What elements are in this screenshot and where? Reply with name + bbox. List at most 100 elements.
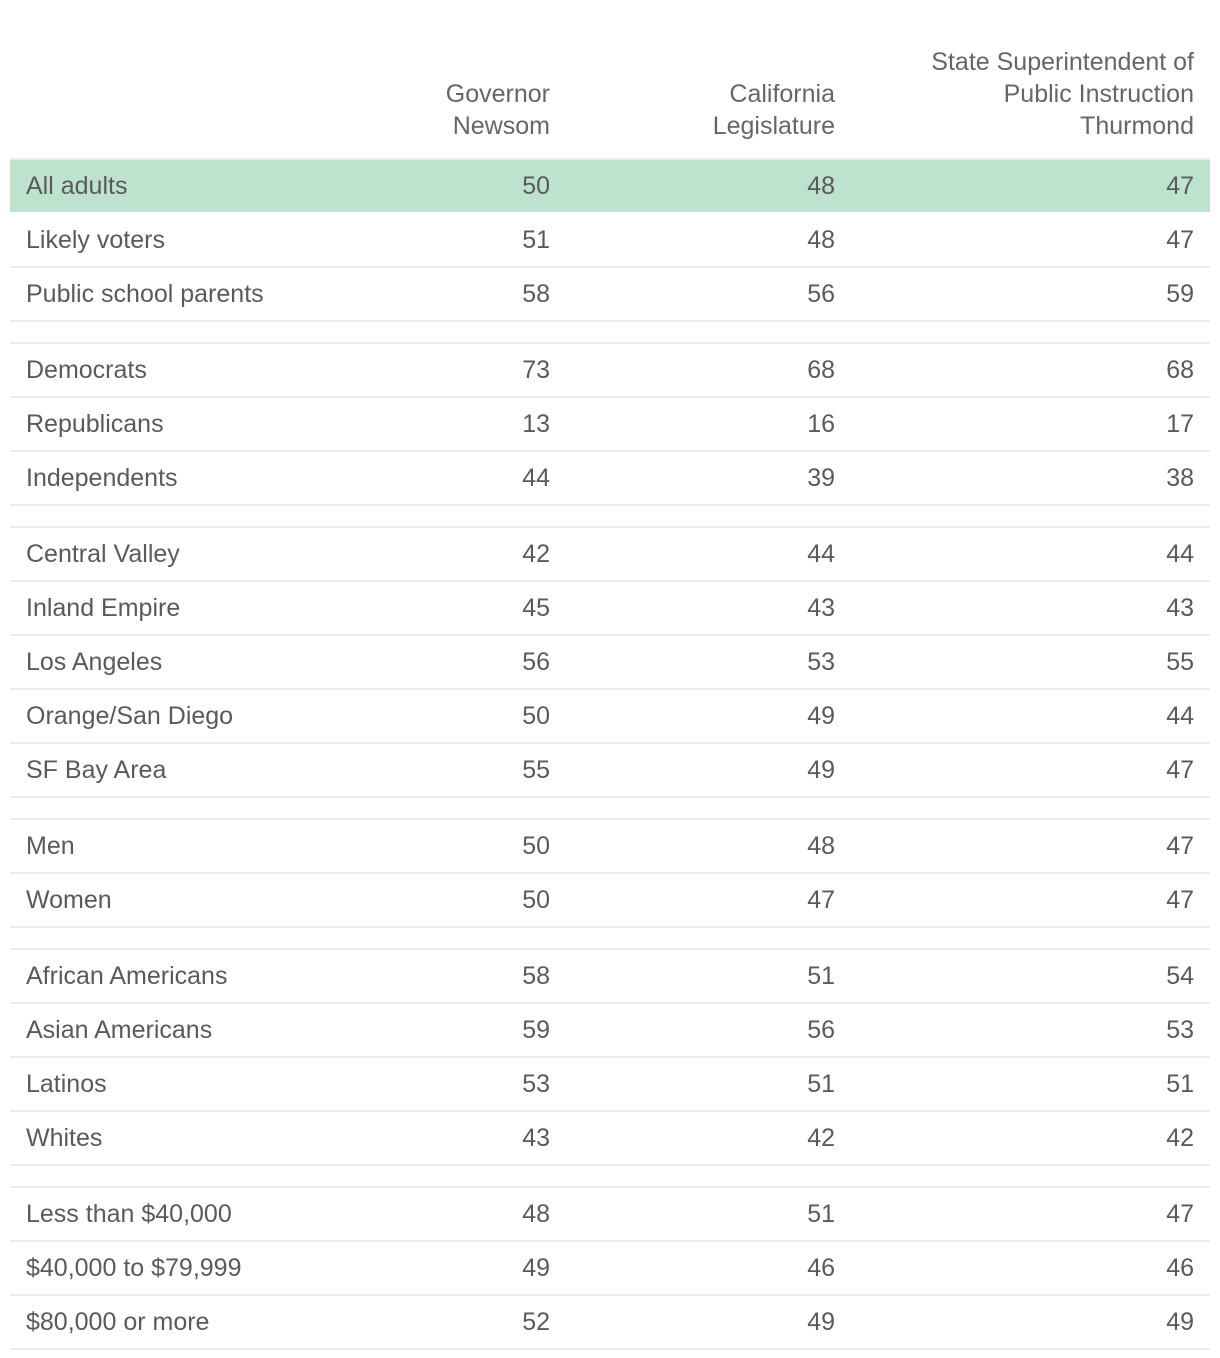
value-superintendent-thurmond: 54 — [1166, 962, 1194, 990]
table-row: Central Valley 42 44 44 — [10, 526, 1210, 582]
value-superintendent-thurmond: 55 — [1166, 648, 1194, 676]
value-california-legislature: 46 — [807, 1254, 835, 1282]
row-label: Whites — [26, 1124, 103, 1152]
row-label: Likely voters — [26, 226, 165, 254]
value-governor-newsom: 43 — [522, 1124, 550, 1152]
value-california-legislature: 48 — [807, 226, 835, 254]
row-label: $40,000 to $79,999 — [26, 1254, 242, 1282]
table-row: Republicans 13 16 17 — [10, 398, 1210, 452]
value-superintendent-thurmond: 47 — [1166, 756, 1194, 784]
column-header-superintendent-thurmond: State Superintendent of Public Instructi… — [931, 48, 1194, 140]
row-label: Men — [26, 832, 75, 860]
row-label: Latinos — [26, 1070, 107, 1098]
value-superintendent-thurmond: 59 — [1166, 280, 1194, 308]
row-label: Republicans — [26, 410, 164, 438]
value-governor-newsom: 50 — [522, 832, 550, 860]
value-superintendent-thurmond: 53 — [1166, 1016, 1194, 1044]
value-california-legislature: 39 — [807, 464, 835, 492]
table-row: Inland Empire 45 43 43 — [10, 582, 1210, 636]
value-california-legislature: 49 — [807, 756, 835, 784]
value-superintendent-thurmond: 47 — [1166, 226, 1194, 254]
value-superintendent-thurmond: 17 — [1166, 410, 1194, 438]
row-label: Public school parents — [26, 280, 264, 308]
value-governor-newsom: 59 — [522, 1016, 550, 1044]
value-governor-newsom: 45 — [522, 594, 550, 622]
value-california-legislature: 51 — [807, 1200, 835, 1228]
value-governor-newsom: 58 — [522, 280, 550, 308]
value-governor-newsom: 55 — [522, 756, 550, 784]
table-row: All adults 50 48 47 — [10, 160, 1210, 214]
table-row: African Americans 58 51 54 — [10, 948, 1210, 1004]
table-row: Likely voters 51 48 47 — [10, 214, 1210, 268]
row-label: Central Valley — [26, 540, 180, 568]
table-row: Whites 43 42 42 — [10, 1112, 1210, 1166]
value-superintendent-thurmond: 47 — [1166, 886, 1194, 914]
value-california-legislature: 53 — [807, 648, 835, 676]
value-california-legislature: 51 — [807, 1070, 835, 1098]
value-superintendent-thurmond: 68 — [1166, 356, 1194, 384]
value-superintendent-thurmond: 47 — [1166, 172, 1194, 200]
column-header-california-legislature: California Legislature — [712, 80, 835, 140]
row-label: Women — [26, 886, 112, 914]
value-governor-newsom: 51 — [522, 226, 550, 254]
value-governor-newsom: 50 — [522, 172, 550, 200]
table-row: Asian Americans 59 56 53 — [10, 1004, 1210, 1058]
value-governor-newsom: 50 — [522, 886, 550, 914]
table-row: Democrats 73 68 68 — [10, 342, 1210, 398]
row-label: Democrats — [26, 356, 147, 384]
value-governor-newsom: 73 — [522, 356, 550, 384]
value-governor-newsom: 56 — [522, 648, 550, 676]
table-row: Latinos 53 51 51 — [10, 1058, 1210, 1112]
table-row: Los Angeles 56 53 55 — [10, 636, 1210, 690]
table-header: Governor Newsom California Legislature S… — [10, 0, 1210, 160]
row-label: Orange/San Diego — [26, 702, 234, 730]
value-superintendent-thurmond: 43 — [1166, 594, 1194, 622]
value-superintendent-thurmond: 47 — [1166, 832, 1194, 860]
value-california-legislature: 47 — [807, 886, 835, 914]
value-superintendent-thurmond: 42 — [1166, 1124, 1194, 1152]
table-body: All adults 50 48 47 Likely voters 51 48 47 Publi… — [10, 160, 1210, 1350]
value-governor-newsom: 49 — [522, 1254, 550, 1282]
table-row: $40,000 to $79,999 49 46 46 — [10, 1242, 1210, 1296]
value-governor-newsom: 48 — [522, 1200, 550, 1228]
value-california-legislature: 44 — [807, 540, 835, 568]
value-governor-newsom: 52 — [522, 1308, 550, 1336]
value-superintendent-thurmond: 46 — [1166, 1254, 1194, 1282]
row-label: Independents — [26, 464, 178, 492]
table-row: Public school parents 58 56 59 — [10, 268, 1210, 322]
value-california-legislature: 42 — [807, 1124, 835, 1152]
value-governor-newsom: 58 — [522, 962, 550, 990]
value-superintendent-thurmond: 51 — [1166, 1070, 1194, 1098]
value-governor-newsom: 42 — [522, 540, 550, 568]
row-label: All adults — [26, 172, 128, 200]
row-label: Asian Americans — [26, 1016, 213, 1044]
table-row: Orange/San Diego 50 49 44 — [10, 690, 1210, 744]
value-governor-newsom: 53 — [522, 1070, 550, 1098]
value-governor-newsom: 44 — [522, 464, 550, 492]
value-superintendent-thurmond: 44 — [1166, 540, 1194, 568]
value-superintendent-thurmond: 47 — [1166, 1200, 1194, 1228]
value-california-legislature: 68 — [807, 356, 835, 384]
value-california-legislature: 56 — [807, 280, 835, 308]
table-row: Men 50 48 47 — [10, 818, 1210, 874]
value-governor-newsom: 13 — [522, 410, 550, 438]
value-california-legislature: 49 — [807, 1308, 835, 1336]
value-california-legislature: 48 — [807, 832, 835, 860]
column-header-governor-newsom: Governor Newsom — [445, 80, 550, 140]
row-label: $80,000 or more — [26, 1308, 210, 1336]
value-superintendent-thurmond: 44 — [1166, 702, 1194, 730]
value-superintendent-thurmond: 49 — [1166, 1308, 1194, 1336]
value-california-legislature: 16 — [807, 410, 835, 438]
row-label: SF Bay Area — [26, 756, 167, 784]
table-row: $80,000 or more 52 49 49 — [10, 1296, 1210, 1350]
table-row: Independents 44 39 38 — [10, 452, 1210, 506]
row-label: Inland Empire — [26, 594, 181, 622]
table-row: SF Bay Area 55 49 47 — [10, 744, 1210, 798]
value-governor-newsom: 50 — [522, 702, 550, 730]
row-label: African Americans — [26, 962, 228, 990]
value-california-legislature: 48 — [807, 172, 835, 200]
value-california-legislature: 49 — [807, 702, 835, 730]
table-row: Women 50 47 47 — [10, 874, 1210, 928]
value-california-legislature: 56 — [807, 1016, 835, 1044]
value-superintendent-thurmond: 38 — [1166, 464, 1194, 492]
